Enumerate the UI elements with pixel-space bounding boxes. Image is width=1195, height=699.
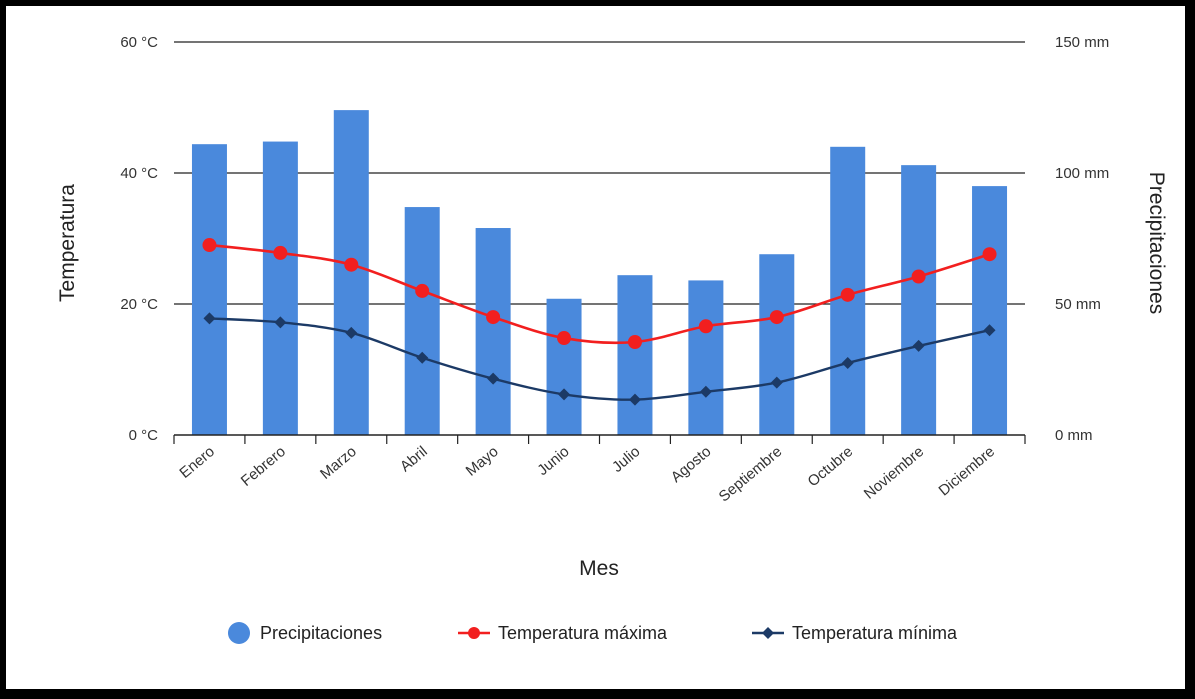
temperature-lines (202, 238, 997, 406)
legend: Precipitaciones Temperatura máxima Tempera… (228, 622, 958, 644)
temp-max-point (911, 269, 926, 284)
category-label: Julio (609, 443, 644, 476)
left-tick-label: 0 °C (129, 427, 159, 444)
precipitation-bar (333, 110, 369, 436)
precipitation-bar (404, 207, 440, 435)
temp-max-point (486, 310, 501, 325)
precipitation-bar (759, 254, 795, 435)
category-label: Noviembre (861, 443, 927, 503)
right-tick-label: 50 mm (1055, 296, 1101, 313)
precipitation-bar (191, 144, 227, 435)
legend-tmax-label: Temperatura máxima (498, 623, 668, 643)
temp-min-point (416, 351, 429, 364)
temp-min-point (274, 316, 287, 329)
precipitation-bar (901, 165, 937, 435)
legend-tmax-swatch (468, 627, 480, 639)
gridlines (174, 41, 1025, 305)
temp-min-point (841, 356, 854, 369)
legend-precip-label: Precipitaciones (260, 623, 382, 643)
temp-max-point (840, 287, 855, 302)
y-axis-left-title: Temperatura (56, 184, 79, 302)
category-label: Marzo (317, 443, 360, 483)
y-axis-right-title: Precipitaciones (1145, 172, 1168, 314)
precipitation-bar (262, 141, 298, 435)
temp-max-point (982, 247, 997, 262)
temp-min-point (558, 388, 571, 401)
category-label: Diciembre (935, 443, 998, 499)
legend-precip-swatch (228, 622, 250, 644)
temp-max-point (415, 283, 430, 298)
category-label: Septiembre (716, 443, 786, 505)
category-label: Mayo (463, 443, 502, 480)
temp-min-point (628, 393, 641, 406)
right-tick-label: 100 mm (1055, 165, 1109, 182)
left-tick-label: 20 °C (120, 296, 158, 313)
temp-min-point (345, 326, 358, 339)
legend-tmin-label: Temperatura mínima (792, 623, 958, 643)
precipitation-bar (972, 186, 1008, 435)
precipitation-bar (617, 275, 653, 435)
precipitation-bars (191, 110, 1008, 436)
climate-chart: 0 °C 0 mm 20 °C 50 mm 40 °C 100 mm 60 °C 150 mm… (56, 34, 1168, 644)
category-label: Febrero (238, 443, 289, 490)
temp-min-point (487, 372, 500, 385)
temp-min-point (203, 312, 216, 325)
chart-frame: 0 °C 0 mm 20 °C 50 mm 40 °C 100 mm 60 °C 150 mm… (4, 4, 1187, 691)
temp-max-point (557, 331, 572, 346)
temp-max-point (698, 319, 713, 334)
category-label: Junio (534, 443, 572, 479)
category-label: Agosto (668, 443, 715, 486)
temp-min-point (983, 324, 996, 337)
axes (173, 434, 1026, 444)
temp-max-point (344, 257, 359, 272)
temp-max-point (769, 310, 784, 325)
category-label: Octubre (804, 443, 856, 490)
temp-max-point (202, 238, 217, 253)
precipitation-bar (688, 280, 724, 435)
x-axis-title: Mes (579, 557, 619, 580)
left-tick-label: 40 °C (120, 165, 158, 182)
temp-min-point (699, 385, 712, 398)
temp-max-point (627, 334, 642, 349)
right-tick-label: 150 mm (1055, 34, 1109, 51)
temp-min-line (209, 317, 990, 401)
category-label: Enero (176, 443, 218, 482)
precipitation-bar (475, 228, 511, 435)
category-label: Abril (397, 443, 431, 475)
temp-max-point (273, 245, 288, 260)
precipitation-bar (546, 298, 582, 435)
temp-min-point (912, 339, 925, 352)
right-tick-label: 0 mm (1055, 427, 1093, 444)
left-tick-label: 60 °C (120, 34, 158, 51)
temp-min-point (770, 376, 783, 389)
legend-tmin-swatch (762, 627, 774, 639)
